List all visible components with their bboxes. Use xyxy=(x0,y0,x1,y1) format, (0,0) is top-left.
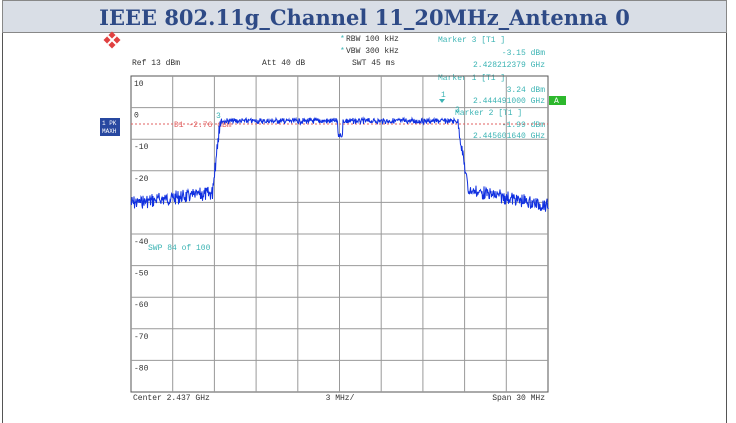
y-label: -50 xyxy=(134,270,149,279)
trace-tag-text: 1 PK xyxy=(102,120,117,127)
y-label: -20 xyxy=(134,175,149,184)
flag xyxy=(549,96,566,105)
marker-freq: 2.428212379 GHz xyxy=(473,61,545,70)
title: IEEE 802.11g_Channel 11_20MHz_Antenna 0 xyxy=(2,0,727,33)
y-label: -10 xyxy=(134,143,149,152)
y-label: -40 xyxy=(134,238,149,247)
marker-freq: 2.444491000 GHz xyxy=(473,97,545,106)
marker-freq: 2.445601640 GHz xyxy=(473,132,545,141)
vbw: VBW 300 kHz xyxy=(346,47,399,56)
y-label: -70 xyxy=(134,333,149,342)
y-label: -60 xyxy=(134,301,149,310)
star: * xyxy=(340,47,345,56)
y-label: -80 xyxy=(134,364,149,373)
star: * xyxy=(340,35,345,44)
span: Span 30 MHz xyxy=(492,394,545,403)
display-line-label: D1 -2.76 dBm xyxy=(174,121,232,130)
div: 3 MHz/ xyxy=(326,394,355,403)
att: Att 40 dB xyxy=(262,59,305,68)
marker-id: 1 xyxy=(441,91,446,100)
marker-level: -1.99 dBm xyxy=(502,121,545,130)
marker-title: Marker 3 [T1 ] xyxy=(438,36,505,45)
marker-title: Marker 2 [T1 ] xyxy=(455,109,522,118)
marker-level: 3.24 dBm xyxy=(507,86,546,95)
marker-arrow xyxy=(439,99,445,103)
flag-text: A xyxy=(554,97,559,106)
y-label: 0 xyxy=(134,112,139,121)
center: Center 2.437 GHz xyxy=(133,394,210,403)
logo xyxy=(103,31,121,49)
grid xyxy=(131,76,548,392)
ref: Ref 13 dBm xyxy=(132,59,180,68)
sweep: SWP 84 of 100 xyxy=(148,244,211,253)
trace xyxy=(130,116,549,212)
swt: SWT 45 ms xyxy=(352,59,395,68)
trace-tag-text: MAXH xyxy=(102,128,117,135)
rbw: RBW 100 kHz xyxy=(346,35,399,44)
y-label: 10 xyxy=(134,80,144,89)
marker-id: 2 xyxy=(455,106,460,115)
marker-id: 3 xyxy=(216,112,221,121)
cell xyxy=(2,33,727,423)
marker-level: -3.15 dBm xyxy=(502,49,545,58)
marker-title: Marker 1 [T1 ] xyxy=(438,74,505,83)
trace-tag xyxy=(100,118,120,136)
